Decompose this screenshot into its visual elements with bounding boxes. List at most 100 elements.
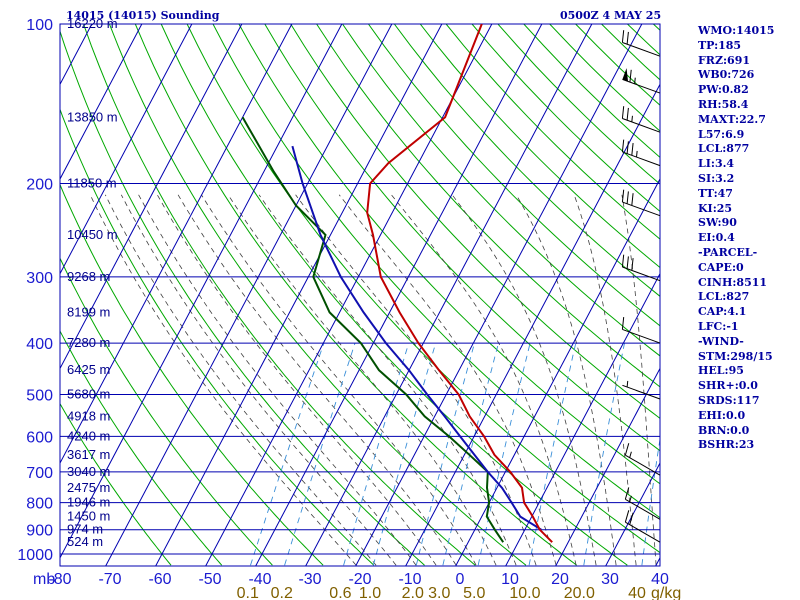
index-line: WB0:726 [698,68,755,82]
isotherm-line [155,24,443,566]
temperature-tick-label: -50 [198,571,221,588]
temperature-tick-label: -80 [48,571,71,588]
dewpoint-profile-line [241,116,505,543]
moist-adiabat-line [138,194,417,566]
dry-adiabat-line [60,108,375,566]
pressure-unit-label: mb [33,571,55,588]
height-label: 9268 m [67,269,110,284]
wind-barb [621,254,661,282]
index-line: LCL:877 [698,142,750,156]
pressure-tick-label: 100 [26,17,53,34]
dry-adiabat-line [60,29,425,566]
isotherm-line [60,24,293,465]
temperature-tick-label: -20 [348,571,371,588]
parcel-profile-line [291,145,542,531]
height-label: 3040 m [67,464,110,479]
index-line: SW:90 [698,216,737,230]
height-label: 16220 m [67,16,118,31]
isotherm-line [60,24,343,559]
index-line: KI:25 [698,201,733,215]
mixing-ratio-line [250,342,325,566]
dry-adiabat-line [367,24,660,327]
dry-adiabat-line [290,24,660,419]
mixing-ratio-line [442,342,499,566]
index-line: BRN:0.0 [698,423,750,437]
index-line: LCL:827 [698,290,750,304]
mixing-ratio-lines [250,342,660,566]
moist-adiabat-line [295,194,537,566]
pressure-tick-label: 500 [26,387,53,404]
height-label: 1450 m [67,509,110,524]
height-label: 8199 m [67,304,110,319]
dry-adiabats [60,24,660,566]
index-line: EHI:0.0 [698,408,746,422]
dry-adiabat-line [316,24,660,388]
height-label: 4918 m [67,408,110,423]
mixing-ratio-label: 0.6 [329,585,351,600]
moist-adiabat-line [120,194,397,566]
wind-barb [621,317,661,344]
temperature-tick-label: 0 [456,571,465,588]
pressure-tick-label: 300 [26,270,53,287]
index-line: SI:3.2 [698,171,735,185]
index-line: LI:3.4 [698,157,735,171]
wind-barbs [621,30,661,543]
index-line: CINH:8511 [698,275,768,289]
index-line: -PARCEL- [698,245,758,259]
index-line: TP:185 [698,38,742,52]
isotherm-line [405,83,660,566]
dry-adiabat-line [83,24,476,566]
dry-adiabat-line [60,183,324,566]
index-line: L57:6.9 [698,127,745,141]
dry-adiabat-line [419,24,660,269]
index-line: CAPE:0 [698,260,744,274]
indices-panel: WMO:14015 TP:185 FRZ:691 WB0:726 PW:0.82 RH:5… [698,24,798,453]
index-line: LFC:-1 [698,319,739,333]
isotherm-line [255,24,543,566]
isotherm-line [355,24,643,566]
height-label: 974 m [67,522,103,537]
mixing-ratio-unit: g/kg [651,585,681,600]
temperature-tick-label: -10 [398,571,421,588]
dry-adiabat-line [342,24,660,357]
dry-adiabat-line [60,257,273,566]
height-label: 5680 m [67,386,110,401]
temperature-tick-label: -60 [148,571,171,588]
isotherm-line [60,24,243,370]
index-line: WMO:14015 [698,24,775,37]
index-line: SRDS:117 [698,393,760,407]
isotherm-line [105,24,393,566]
pressure-tick-label: 1000 [17,547,53,564]
index-line: STM:298/15 [698,349,773,363]
mixing-ratio-label: 0.2 [271,585,293,600]
moist-adiabat-line [451,194,597,566]
index-line: EI:0.4 [698,231,735,245]
pressure-tick-label: 200 [26,177,53,194]
temperature-profile-line [366,24,553,543]
temperature-tick-label: 20 [551,571,569,588]
wind-barb [624,510,661,543]
pressure-tick-label: 400 [26,336,53,353]
temperature-tick-label: -40 [248,571,271,588]
isotherm-line [0,24,42,566]
mixing-ratio-label: 2.0 [402,585,424,600]
pressure-tick-label: 900 [26,523,53,540]
moist-adiabat-line [156,194,437,566]
moist-adiabat-line [621,194,657,566]
index-line: CAP:4.1 [698,305,747,319]
index-line: RH:58.4 [698,97,749,111]
height-label: 2475 m [67,480,110,495]
moist-adiabat-line [201,194,477,566]
index-line: PW:0.82 [698,83,749,97]
mixing-ratio-label: 3.0 [428,585,450,600]
index-line: HEL:95 [698,364,744,378]
moist-adiabat-line [227,194,497,566]
dry-adiabat-line [60,330,223,566]
dry-adiabat-line [134,24,577,566]
moist-adiabat-line [89,194,357,566]
dry-adiabat-line [238,24,660,485]
moist-adiabat-line [338,194,557,566]
height-label: 11850 m [67,176,117,191]
